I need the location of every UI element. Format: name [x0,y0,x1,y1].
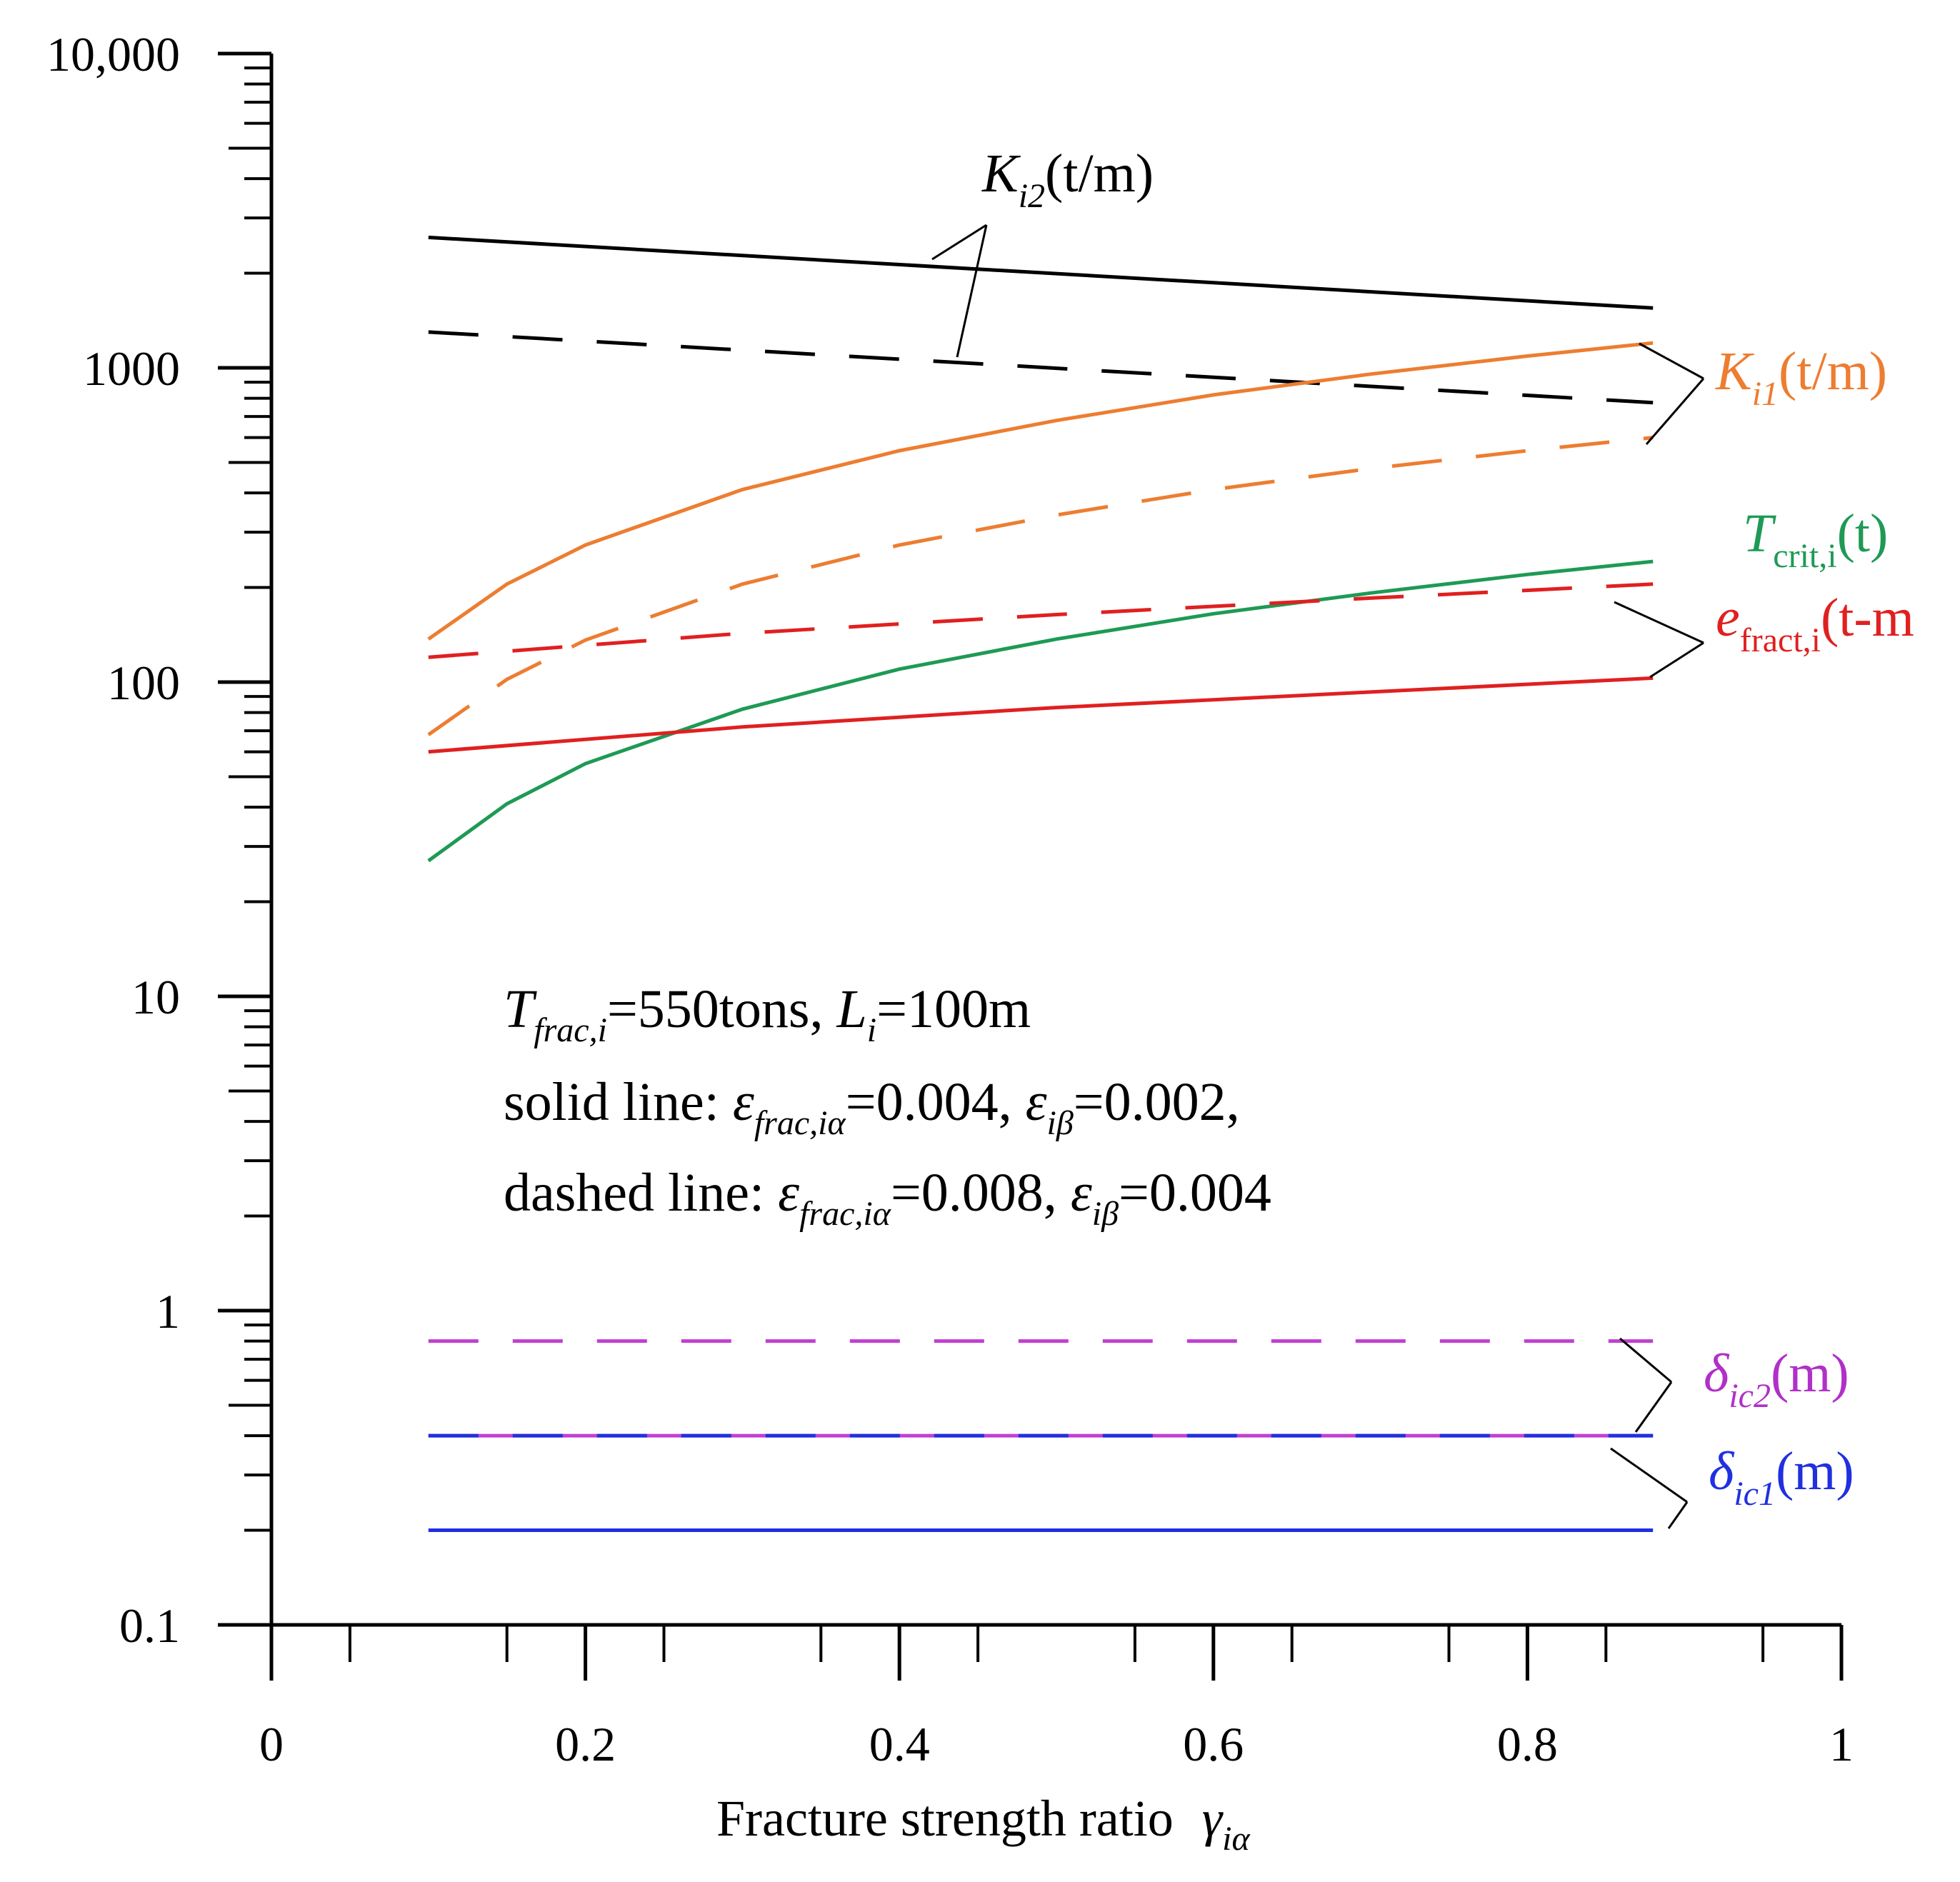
y-tick-label: 1 [156,1284,180,1338]
annotation-line-2: solid line: εfrac,iα=0.004, εiβ=0.002, [504,1072,1240,1142]
leader-K-i2-to-solid [931,224,987,261]
series-k-i2-solid [428,235,1654,310]
x-tick-label: 0.2 [555,1717,616,1771]
series-e-fract-solid [428,676,1654,754]
leader-e-fract-to-dashed [1614,601,1704,644]
x-tick-label: 0.6 [1183,1717,1244,1771]
leader-delta-ic1-to-solid [1667,1501,1689,1529]
label-delta-ic1: δic1(m) [1709,1441,1854,1513]
x-tick-label: 0.4 [869,1717,930,1771]
series-e-fract-dashed [428,582,1654,659]
series-k-i1-dashed [427,436,1654,736]
series-t-crit-solid [427,559,1654,863]
series-k-i1-solid [427,341,1654,641]
leader-K-i1-to-dashed [1645,378,1705,445]
leader-delta-ic1-to-dashed [1610,1447,1688,1503]
leader-e-fract-to-solid [1649,641,1704,679]
label-K-i2: Ki2(t/m) [981,144,1154,215]
x-axis-title: Fracture strength ratio γiα [716,1790,1250,1858]
y-tick-label: 100 [107,656,180,710]
y-tick-label: 10 [131,970,180,1024]
leader-K-i1-to-solid [1639,342,1704,380]
series-layer [427,235,1654,1532]
annotation-line-1: Tfrac,i=550tons, Li=100m [504,979,1031,1049]
y-tick-label: 10,000 [46,27,180,81]
leader-delta-ic2-to-dashed [1619,1337,1672,1383]
series-k-i2-dashed [428,330,1654,405]
label-T-crit: Tcrit,i(t) [1743,504,1888,575]
label-K-i1: Ki1(t/m) [1715,341,1887,413]
label-delta-ic2: δic2(m) [1704,1343,1849,1415]
leader-K-i2-to-dashed [956,224,988,358]
y-tick-label: 1000 [83,341,180,396]
y-tick-label: 0.1 [119,1598,180,1653]
x-tick-label: 0 [259,1717,284,1771]
leader-delta-ic2-to-solid [1634,1381,1673,1433]
axes: 0.1 1 10 100 1000 10,000 0 0.2 0.4 0.6 0.8 1 [46,27,1854,1771]
label-e-fract: efract,i(t-m [1716,588,1914,659]
x-tick-label: 0.8 [1497,1717,1558,1771]
leader-lines [931,224,1705,1529]
x-tick-label: 1 [1829,1717,1854,1771]
annotation-line-3: dashed line: εfrac,iα=0.008, εiβ=0.004 [504,1163,1271,1233]
